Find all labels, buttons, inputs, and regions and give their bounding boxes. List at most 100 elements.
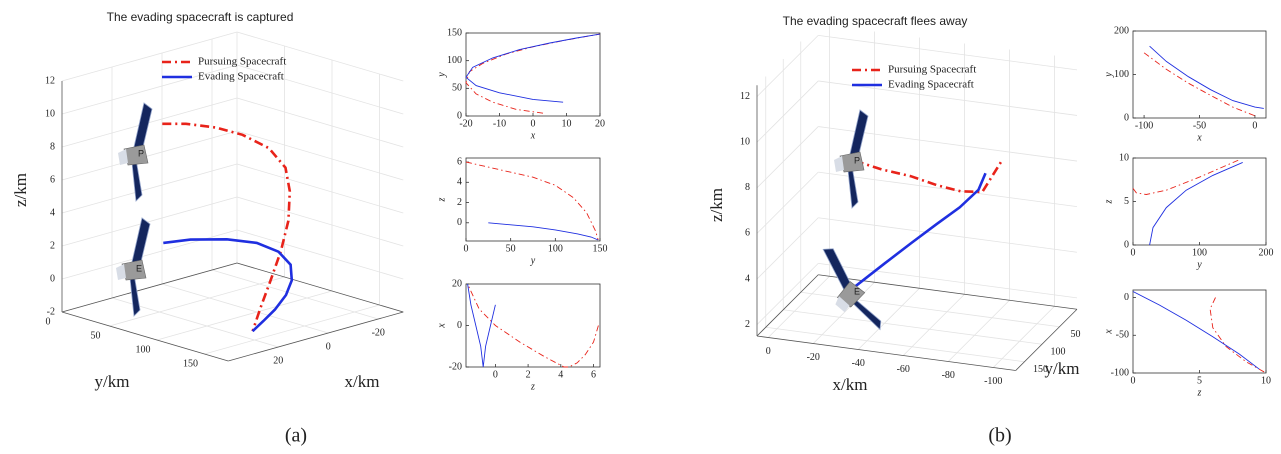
pursuer-icon	[117, 102, 153, 202]
x-tick-label: 0	[766, 346, 771, 357]
z-axis-label: z/km	[11, 173, 30, 207]
series-line	[1132, 291, 1260, 370]
z-tick-label: 10	[740, 136, 750, 147]
grid-line	[765, 326, 1025, 363]
x-axis-label: y	[1196, 259, 1202, 270]
series-line	[1143, 52, 1256, 117]
y-tick-label: 5	[1124, 196, 1129, 207]
z-tick-label: 12	[45, 75, 55, 86]
x-tick-label: 20	[273, 355, 283, 366]
y-tick-label: -50	[1116, 330, 1129, 341]
series-line	[1149, 45, 1264, 109]
y-tick-label: 150	[183, 358, 198, 369]
evader-icon	[802, 243, 893, 342]
grid-line	[61, 196, 238, 247]
y-tick-label: 150	[447, 27, 462, 38]
series-line	[465, 33, 601, 103]
x-tick-label: 0	[493, 369, 498, 380]
grid-line	[902, 293, 965, 356]
annotation: P	[138, 148, 144, 158]
legend-label: Pursuing Spacecraft	[198, 56, 286, 68]
y-tick-label: 50	[452, 83, 462, 94]
y-tick-label: 0	[457, 217, 462, 228]
y-tick-label: 0	[1124, 292, 1129, 303]
z-tick-label: 10	[45, 108, 55, 119]
z-axis-label: z/km	[707, 188, 726, 222]
grid-line	[756, 35, 819, 97]
grid-line	[236, 130, 404, 181]
x-tick-label: -50	[1193, 120, 1206, 131]
grid-line	[992, 305, 1055, 368]
z-tick-label: 8	[745, 182, 750, 193]
x-tick-label: 0	[1131, 375, 1136, 386]
x-tick-label: 50	[506, 243, 516, 254]
axis-line	[236, 262, 404, 313]
grid-line	[211, 269, 379, 320]
x-tick-label: 10	[562, 118, 572, 129]
y-tick-label: 0	[1124, 112, 1129, 123]
grid-line	[818, 80, 1078, 116]
z-tick-label: 12	[740, 91, 750, 102]
y-axis-label: x	[1103, 329, 1114, 335]
y-tick-label: -100	[1111, 367, 1129, 378]
axis-line	[61, 311, 229, 362]
x-tick-label: 100	[548, 243, 563, 254]
x-tick-label: 0	[1252, 120, 1257, 131]
annotation: E	[854, 286, 860, 296]
y-axis-label: y	[436, 72, 447, 78]
y-tick-label: 10	[1119, 152, 1129, 163]
y-tick-label: 50	[91, 330, 101, 341]
y-tick-label: 6	[457, 156, 462, 167]
y-axis-label: z	[1103, 199, 1114, 204]
legend-label: Evading Spacecraft	[198, 71, 284, 83]
grid-line	[756, 126, 819, 189]
grid-line	[161, 283, 329, 334]
y-tick-label: 2	[457, 197, 462, 208]
grid-line	[61, 64, 238, 115]
x-tick-label: 6	[591, 369, 596, 380]
title: The evading spacecraft flees away	[783, 14, 968, 28]
series-line	[162, 122, 292, 332]
y-tick-label: 100	[1051, 347, 1066, 358]
grid-line	[756, 217, 819, 280]
x-tick-label: 0	[531, 118, 536, 129]
series-line	[1149, 161, 1243, 246]
x-axis-label: y	[530, 255, 536, 266]
y-axis-label: y/km	[95, 372, 130, 391]
plot-frame	[465, 157, 601, 242]
grid-line	[818, 262, 1078, 299]
grid-line	[236, 97, 404, 148]
x-axis-label: z	[1197, 387, 1202, 398]
x-tick-label: 5	[1197, 375, 1202, 386]
grid-line	[156, 290, 333, 341]
x-tick-label: 200	[1259, 247, 1274, 258]
y-tick-label: 20	[452, 278, 462, 289]
x-axis-label: x/km	[345, 372, 380, 391]
title: The evading spacecraft is captured	[107, 10, 294, 24]
axis-line	[1015, 308, 1078, 371]
y-tick-label: 0	[46, 316, 51, 327]
y-tick-label: -20	[449, 361, 462, 372]
grid-line	[61, 130, 238, 181]
evader-icon	[115, 217, 151, 317]
grid-line	[756, 263, 819, 325]
axis-line	[61, 262, 238, 313]
x-tick-label: -100	[1135, 120, 1153, 131]
series-line	[467, 283, 496, 368]
grid-line	[818, 171, 1078, 208]
caption: (a)	[285, 425, 307, 447]
x-axis-label: x	[1196, 132, 1202, 143]
x-tick-label: -40	[852, 358, 865, 369]
grid-line	[109, 276, 285, 327]
series-line	[465, 33, 601, 114]
y-tick-label: 0	[457, 110, 462, 121]
z-tick-label: 6	[745, 228, 750, 239]
legend-label: Pursuing Spacecraft	[888, 64, 976, 76]
y-tick-label: 0	[1124, 239, 1129, 250]
grid-line	[767, 275, 830, 338]
grid-line	[756, 80, 819, 143]
y-tick-label: 200	[1114, 25, 1129, 36]
y-tick-label: 100	[1114, 69, 1129, 80]
grid-line	[61, 229, 238, 280]
